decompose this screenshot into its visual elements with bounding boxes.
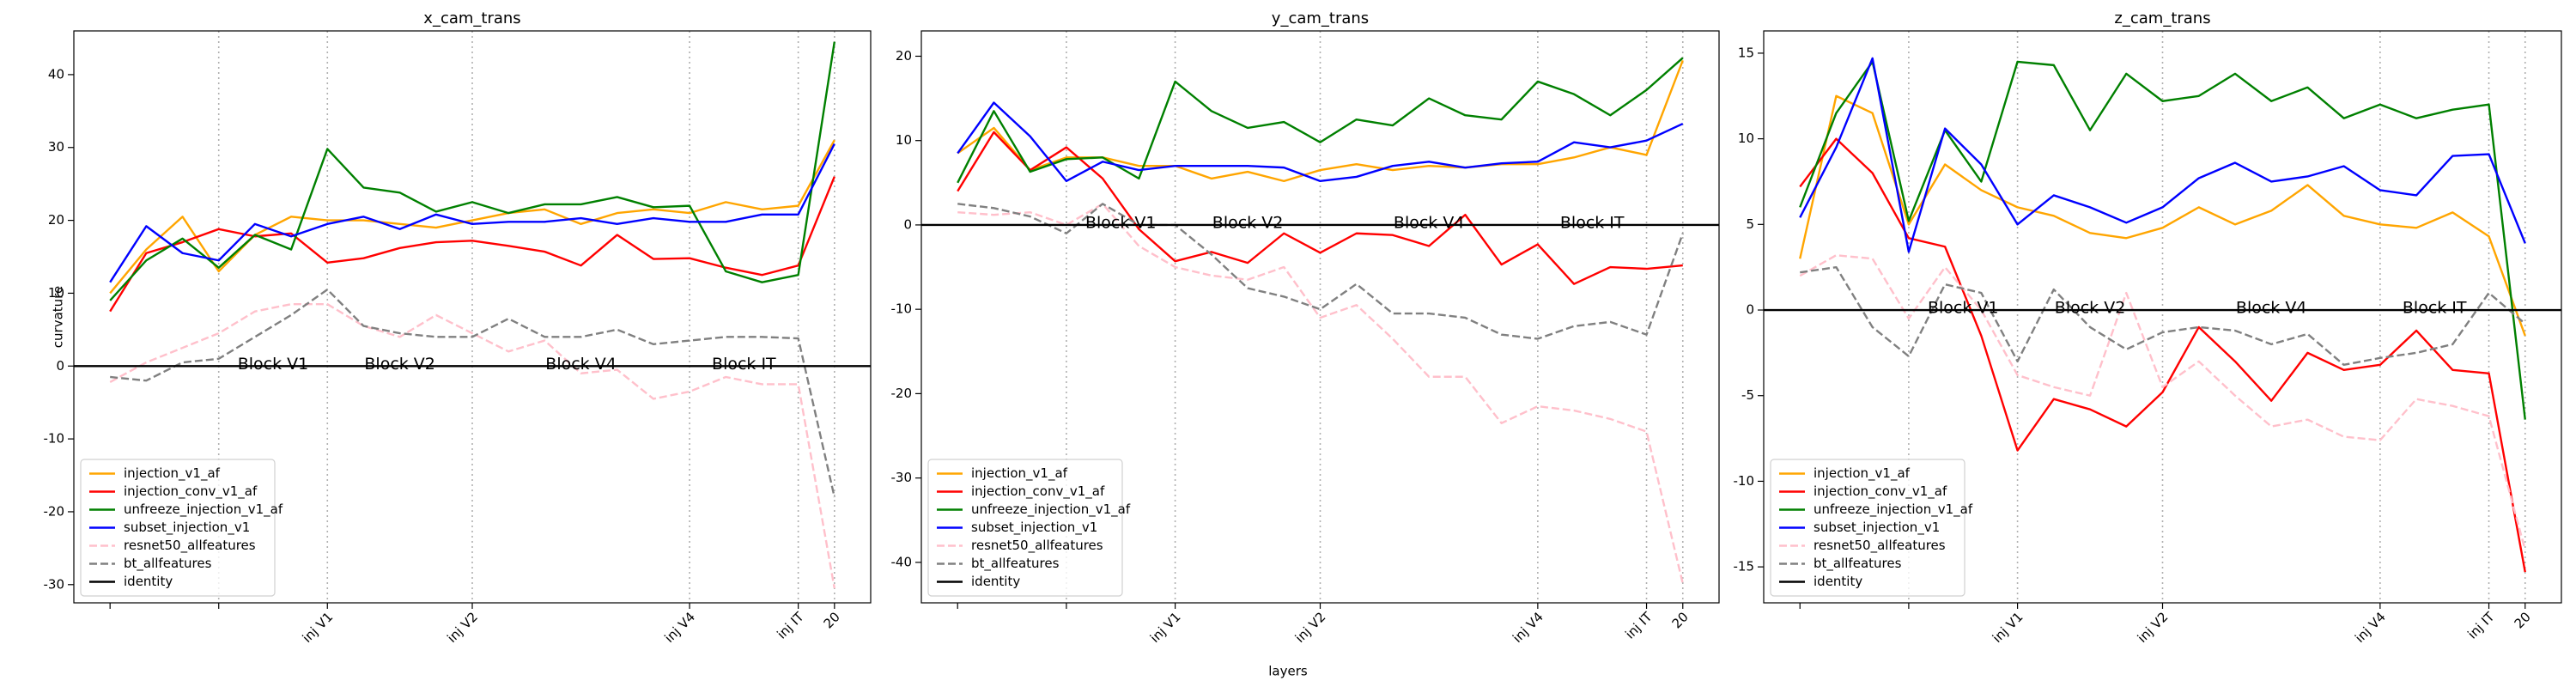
legend-label: resnet50_allfeatures xyxy=(124,538,256,554)
series-line xyxy=(957,101,1684,183)
block-annotation: Block V2 xyxy=(364,355,435,374)
legend-label: resnet50_allfeatures xyxy=(1814,538,1946,554)
legend-label: bt_allfeatures xyxy=(124,556,212,572)
block-annotation: Block V1 xyxy=(238,355,309,374)
y-axis-label: curvature xyxy=(51,286,66,348)
y-tick-label: -10 xyxy=(891,301,913,317)
y-tick-label: 15 xyxy=(1738,45,1754,60)
legend-label: unfreeze_injection_v1_af xyxy=(1814,502,1973,518)
legend-label: unfreeze_injection_v1_af xyxy=(971,502,1131,518)
y-tick-label: 20 xyxy=(48,212,64,228)
series-line xyxy=(1799,94,2526,337)
chart-title: y_cam_trans xyxy=(1272,9,1369,27)
legend: injection_v1_afinjection_conv_v1_afunfre… xyxy=(927,459,1131,597)
legend-label: subset_injection_v1 xyxy=(971,520,1097,536)
series-line xyxy=(109,302,836,589)
legend-label: identity xyxy=(971,574,1020,589)
y-tick-label: 10 xyxy=(896,132,912,148)
legend-label: injection_conv_v1_af xyxy=(971,483,1105,500)
block-annotation: Block IT xyxy=(1560,213,1625,232)
y-tick-label: -40 xyxy=(891,554,913,569)
y-tick-label: -20 xyxy=(44,503,65,519)
legend-label: injection_v1_af xyxy=(124,465,221,482)
series-line xyxy=(1799,254,2526,550)
legend-label: bt_allfeatures xyxy=(1814,556,1902,572)
block-annotation: Block IT xyxy=(712,355,776,374)
block-annotation: Block V1 xyxy=(1928,299,1999,318)
legend-label: resnet50_allfeatures xyxy=(971,538,1103,554)
legend-label: subset_injection_v1 xyxy=(124,520,250,536)
series-line xyxy=(110,288,835,498)
series-line xyxy=(957,57,1684,184)
chart-title: z_cam_trans xyxy=(2114,9,2210,27)
series-line xyxy=(109,139,835,295)
axes-frame xyxy=(1763,30,2562,604)
legend-label: injection_v1_af xyxy=(971,465,1068,482)
y-tick-label: -30 xyxy=(44,576,65,592)
block-annotation: Block V1 xyxy=(1085,213,1157,232)
series-line xyxy=(109,143,835,283)
y-tick-label: 10 xyxy=(48,285,64,301)
legend-label: injection_conv_v1_af xyxy=(1814,483,1947,500)
block-annotation: Block V2 xyxy=(2055,299,2126,318)
legend-label: identity xyxy=(124,574,173,589)
y-tick-label: 10 xyxy=(1738,131,1754,146)
y-tick-label: -10 xyxy=(44,431,65,447)
series-line xyxy=(109,176,835,313)
axes-frame xyxy=(920,30,1720,604)
y-tick-label: 40 xyxy=(48,66,64,82)
series-line xyxy=(1799,60,2526,420)
series-line xyxy=(1799,57,2526,253)
block-annotation: Block V4 xyxy=(2236,299,2307,318)
y-tick-label: 0 xyxy=(1746,302,1754,318)
axes-frame xyxy=(73,30,872,604)
y-tick-label: -15 xyxy=(1734,559,1755,575)
chart-title: x_cam_trans xyxy=(423,9,520,27)
legend-label: unfreeze_injection_v1_af xyxy=(124,502,283,518)
series-line xyxy=(957,203,1684,584)
series-line xyxy=(957,203,1684,340)
series-line xyxy=(109,41,836,301)
subplot: x_cam_trans curvature -30 -20 -10 0 10 20 30 40 in… xyxy=(44,9,872,646)
y-tick-label: -5 xyxy=(1741,387,1754,403)
block-annotation: Block IT xyxy=(2403,299,2467,318)
series-line xyxy=(1800,265,2526,367)
legend-label: identity xyxy=(1814,574,1862,589)
legend-box xyxy=(927,459,1123,597)
block-annotation: Block V2 xyxy=(1212,213,1284,232)
y-tick-label: 30 xyxy=(48,139,64,155)
y-tick-label: 5 xyxy=(1746,216,1754,232)
legend: injection_v1_afinjection_conv_v1_afunfre… xyxy=(1770,459,1973,597)
y-tick-label: 0 xyxy=(56,358,64,374)
y-tick-label: -30 xyxy=(891,470,913,485)
legend-label: injection_v1_af xyxy=(1814,465,1911,482)
legend-label: bt_allfeatures xyxy=(971,556,1060,572)
block-annotation: Block V4 xyxy=(545,355,617,374)
y-tick-label: -10 xyxy=(1734,473,1755,489)
legend-label: subset_injection_v1 xyxy=(1814,520,1940,536)
legend: injection_v1_afinjection_conv_v1_afunfre… xyxy=(80,459,283,597)
x-axis-label: layers xyxy=(1268,664,1308,679)
legend-box xyxy=(1770,459,1965,597)
y-tick-label: 0 xyxy=(903,216,912,232)
block-annotation: Block V4 xyxy=(1394,213,1465,232)
y-tick-label: 20 xyxy=(896,48,912,64)
y-tick-label: -20 xyxy=(891,386,913,401)
legend-label: injection_conv_v1_af xyxy=(124,483,258,500)
series-line xyxy=(1799,137,2526,573)
legend-box xyxy=(80,459,276,597)
